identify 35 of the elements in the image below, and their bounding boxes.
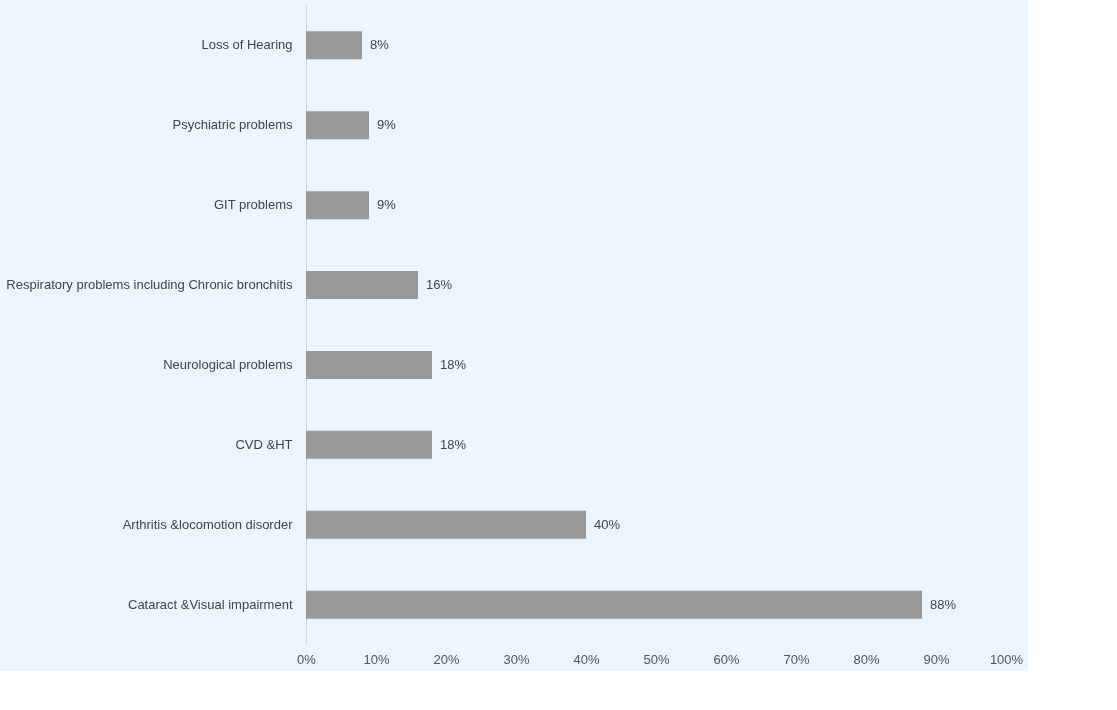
bar	[306, 271, 418, 300]
y-tick-label: Cataract &Visual impairment	[128, 596, 293, 612]
bar	[306, 350, 432, 379]
y-tick-label: GIT problems	[213, 197, 293, 213]
y-tick-label: Neurological problems	[163, 356, 293, 372]
y-tick-label: Loss of Hearing	[201, 37, 293, 53]
bar	[306, 191, 369, 220]
data-label: 16%	[426, 277, 453, 293]
x-tick-label: 50%	[643, 651, 670, 667]
y-tick-label: Psychiatric problems	[172, 117, 293, 133]
data-label: 8%	[370, 37, 390, 53]
x-tick-label: 0%	[297, 651, 317, 667]
y-tick-label: CVD &HT	[235, 436, 293, 452]
data-label: 9%	[377, 117, 397, 133]
data-label: 18%	[440, 356, 467, 372]
bar	[306, 590, 922, 619]
x-tick-label: 70%	[783, 651, 810, 667]
bar	[306, 510, 586, 539]
y-tick-label: Respiratory problems including Chronic bronchitis	[6, 277, 293, 293]
data-label: 40%	[594, 516, 621, 532]
x-tick-label: 90%	[923, 651, 950, 667]
bar	[306, 31, 362, 60]
bar	[306, 111, 369, 140]
data-label: 88%	[930, 596, 957, 612]
data-label: 9%	[377, 197, 397, 213]
x-tick-label: 80%	[853, 651, 880, 667]
bar	[306, 430, 432, 459]
x-tick-label: 10%	[363, 651, 390, 667]
y-tick-label: Arthritis &locomotion disorder	[122, 516, 294, 532]
x-tick-label: 20%	[433, 651, 460, 667]
data-label: 18%	[440, 436, 467, 452]
x-tick-label: 100%	[989, 651, 1024, 667]
x-tick-label: 30%	[503, 651, 530, 667]
x-tick-label: 60%	[713, 651, 740, 667]
x-tick-label: 40%	[573, 651, 600, 667]
